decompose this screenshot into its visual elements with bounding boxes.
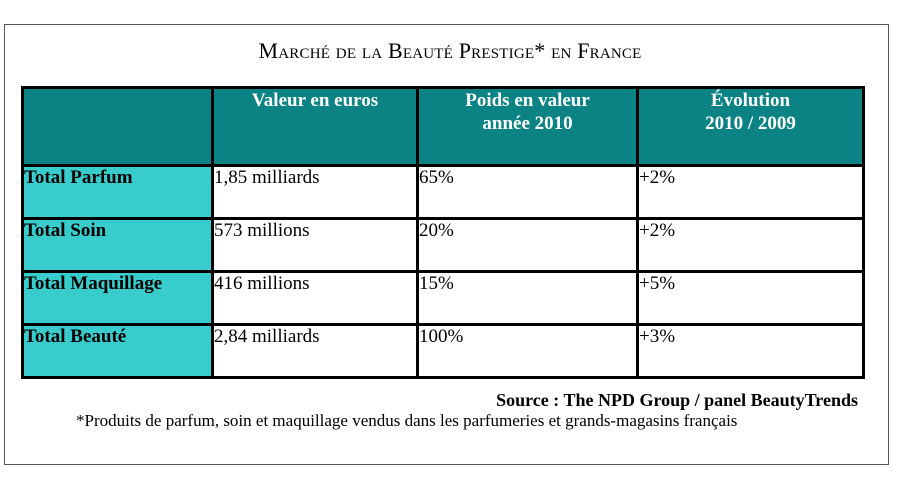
header-evolution: Évolution 2010 / 2009 (636, 86, 865, 167)
header-poids: Poids en valeur année 2010 (416, 86, 639, 167)
table-row: Total Soin 573 millions 20% +2% (21, 217, 865, 273)
cell-evolution: +2% (636, 217, 865, 273)
row-label: Total Soin (21, 217, 214, 273)
market-table: Valeur en euros Poids en valeur année 20… (21, 86, 865, 379)
cell-poids: 15% (416, 270, 639, 326)
cell-valeur: 416 millions (211, 270, 419, 326)
header-valeur: Valeur en euros (211, 86, 419, 167)
cell-evolution: +2% (636, 164, 865, 220)
cell-poids: 65% (416, 164, 639, 220)
cell-valeur: 573 millions (211, 217, 419, 273)
header-evolution-line: Évolution 2010 / 2009 (705, 90, 796, 134)
page-title: Marché de la Beauté Prestige* en France (258, 38, 642, 63)
cell-evolution: +5% (636, 270, 865, 326)
row-label: Total Parfum (21, 164, 214, 220)
source-credit: Source : The NPD Group / panel BeautyTre… (496, 390, 858, 410)
table-row: Total Maquillage 416 millions 15% +5% (21, 270, 865, 326)
header-corner (21, 86, 214, 167)
cell-valeur: 1,85 milliards (211, 164, 419, 220)
cell-poids: 20% (416, 217, 639, 273)
cell-valeur: 2,84 milliards (211, 323, 419, 379)
footnote: *Produits de parfum, soin et maquillage … (76, 411, 738, 430)
row-label: Total Maquillage (21, 270, 214, 326)
table-row: Total Parfum 1,85 milliards 65% +2% (21, 164, 865, 220)
cell-evolution: +3% (636, 323, 865, 379)
content-frame (4, 24, 889, 465)
table-header-row: Valeur en euros Poids en valeur année 20… (21, 86, 865, 167)
cell-poids: 100% (416, 323, 639, 379)
header-poids-line: Poids en valeur année 2010 (465, 90, 590, 134)
row-label: Total Beauté (21, 323, 214, 379)
table-row: Total Beauté 2,84 milliards 100% +3% (21, 323, 865, 379)
